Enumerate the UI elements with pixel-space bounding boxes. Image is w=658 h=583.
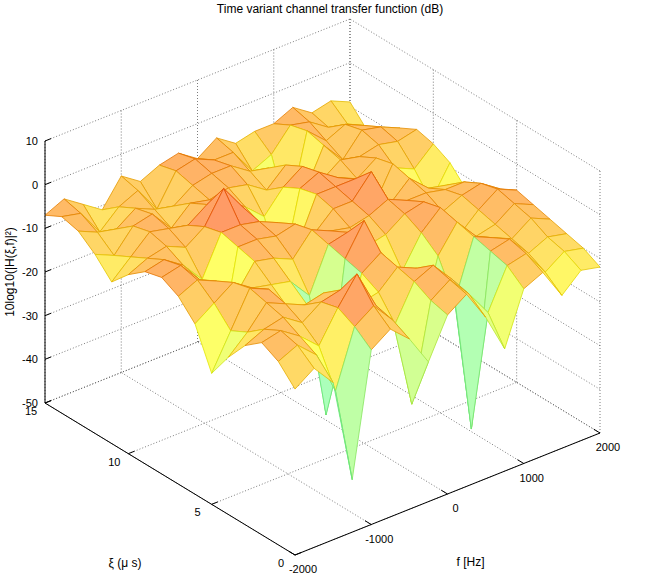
x-tick — [594, 429, 600, 433]
x-tick — [441, 490, 447, 494]
z-tick-label: -10 — [22, 222, 38, 234]
axes: -2000-1000010002000051015-50-40-30-20-10… — [3, 135, 620, 575]
z-tick-label: 0 — [32, 179, 38, 191]
surface-cell — [212, 331, 248, 374]
x-tick — [365, 521, 371, 525]
surface — [45, 101, 600, 480]
x-tick-label: -1000 — [365, 533, 393, 545]
y-axis-line — [45, 403, 295, 555]
surface-cell — [488, 266, 524, 349]
y-tick — [295, 553, 301, 555]
grid-line — [295, 433, 600, 555]
y-tick-label: 10 — [108, 456, 120, 468]
x-tick-label: 2000 — [596, 441, 620, 453]
z-tick — [45, 182, 51, 184]
z-tick-label: -20 — [22, 266, 38, 278]
grid-line — [350, 19, 600, 171]
x-tick-label: 0 — [452, 502, 458, 514]
y-axis-title: ξ (μ s) — [109, 556, 142, 570]
z-tick-label: -30 — [22, 310, 38, 322]
x-tick — [518, 460, 524, 464]
z-axis-title: 10log10(|H(ξ,f)|²) — [3, 227, 17, 317]
y-tick-label: 5 — [195, 506, 201, 518]
surface-cell — [78, 231, 114, 255]
z-tick-label: -50 — [22, 397, 38, 409]
x-tick-label: -2000 — [289, 563, 317, 575]
z-tick — [45, 357, 51, 359]
z-tick — [45, 313, 51, 315]
x-axis-title: f [Hz] — [456, 555, 484, 569]
grid-line — [45, 403, 295, 555]
x-tick-label: 1000 — [520, 472, 544, 484]
grid — [45, 19, 600, 555]
surface-cell — [205, 188, 241, 232]
surface-cell — [195, 303, 231, 373]
y-tick — [128, 451, 134, 453]
chart: Time variant channel transfer function (… — [0, 0, 658, 583]
grid-line — [121, 373, 371, 525]
z-tick — [45, 139, 51, 141]
y-tick — [212, 502, 218, 504]
surface-cell — [336, 327, 372, 480]
surface-cell — [62, 213, 98, 232]
surface-cell — [278, 345, 314, 389]
grid-line — [45, 19, 350, 141]
z-tick — [45, 270, 51, 272]
surface-cell — [545, 251, 581, 295]
z-tick — [45, 401, 51, 403]
title: Time variant channel transfer function (… — [217, 2, 443, 16]
y-tick — [45, 401, 51, 403]
x-axis-line — [295, 433, 600, 555]
x-tick — [289, 551, 295, 555]
z-tick-label: 10 — [26, 135, 38, 147]
y-tick-label: 0 — [278, 557, 284, 569]
grid-line — [350, 63, 600, 215]
z-tick-label: -40 — [22, 353, 38, 365]
surface-cell — [119, 191, 155, 210]
z-tick — [45, 226, 51, 228]
